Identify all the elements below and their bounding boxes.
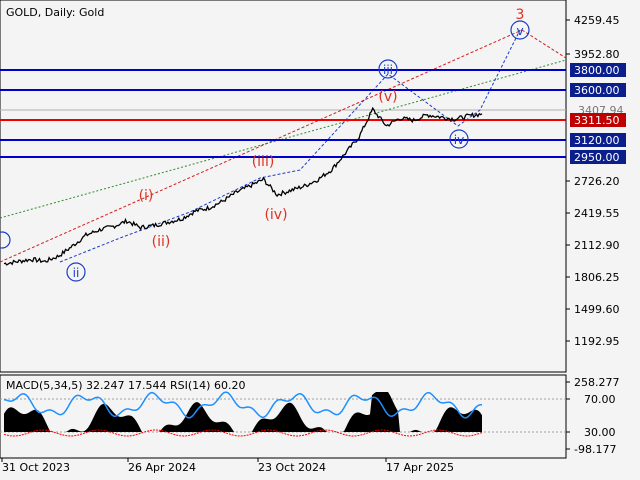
wave-circle-iv <box>449 129 469 149</box>
level-label-bg-3120 <box>570 133 626 147</box>
price-axis: 4259.45 3952.80 2726.20 2419.55 2112.90 … <box>566 14 620 348</box>
y-tick-2112: 2112.90 <box>574 239 620 252</box>
wave-label-iii: (iii) <box>252 154 275 170</box>
wave-label-v: (v) <box>378 89 397 105</box>
x-tick-oct2024: 23 Oct 2024 <box>258 461 326 474</box>
wave-label-ii: (ii) <box>152 234 171 250</box>
wave-label-3: 3 <box>516 7 525 23</box>
ind-tick-258: 258.277 <box>574 376 620 389</box>
chart-title: GOLD, Daily: Gold <box>6 6 104 19</box>
indicator-label: MACD(5,34,5) 32.247 17.544 RSI(14) 60.20 <box>6 379 245 392</box>
level-labels: 3800.00 3600.00 3407.94 3311.50 3120.00 … <box>570 63 626 164</box>
wave-circle-v <box>510 20 530 40</box>
main-pane <box>0 0 567 373</box>
level-label-bg-3311 <box>570 113 626 127</box>
level-label-3800: 3800.00 <box>574 64 620 77</box>
y-tick-3952: 3952.80 <box>574 48 620 61</box>
ind-tick-70: 70.00 <box>584 393 616 406</box>
wave-label-blue-iii: iii <box>383 63 393 77</box>
y-tick-1192: 1192.95 <box>574 335 620 348</box>
level-label-3600: 3600.00 <box>574 84 620 97</box>
wave-circle-iii <box>378 59 398 79</box>
wave-labels: (i) (ii) (iii) (iv) (v) 3 ii iii iv v <box>0 7 530 282</box>
level-label-bg-3800 <box>570 63 626 77</box>
macd-histogram <box>4 392 482 432</box>
ind-tick-neg98: -98.177 <box>574 443 616 456</box>
price-series <box>3 106 483 266</box>
level-label-3120: 3120.00 <box>574 134 620 147</box>
ind-tick-30: 30.00 <box>584 426 616 439</box>
x-tick-apr2024: 26 Apr 2024 <box>128 461 196 474</box>
macd-signal-line <box>3 429 483 437</box>
level-label-bg-3600 <box>570 83 626 97</box>
trend-line-red <box>0 29 523 263</box>
y-tick-1806: 1806.25 <box>574 271 620 284</box>
indicator-axis: 258.277 70.00 30.00 -98.177 <box>566 376 620 456</box>
level-label-2950: 2950.00 <box>574 151 620 164</box>
wave-label-i: (i) <box>139 188 154 204</box>
y-tick-2419: 2419.55 <box>574 207 620 220</box>
x-tick-oct2023: 31 Oct 2023 <box>2 461 70 474</box>
wave-label-blue-iv: iv <box>454 133 464 147</box>
wave-circle-ii <box>66 262 86 282</box>
time-axis: 31 Oct 2023 26 Apr 2024 23 Oct 2024 17 A… <box>1 458 454 474</box>
y-tick-4259: 4259.45 <box>574 14 620 27</box>
wave-label-blue-ii: ii <box>73 266 80 280</box>
y-tick-2726: 2726.20 <box>574 175 620 188</box>
wave-label-iv: (iv) <box>264 207 287 223</box>
trend-line-red-down <box>521 29 567 59</box>
level-label-3311: 3311.50 <box>574 114 620 127</box>
wave-circle-partial <box>0 231 11 249</box>
x-tick-apr2025: 17 Apr 2025 <box>386 461 454 474</box>
wave-label-blue-v: v <box>516 24 523 38</box>
wave-path-blue <box>59 29 521 263</box>
level-label-bg-2950 <box>570 150 626 164</box>
rsi-line <box>3 391 483 419</box>
y-tick-1499: 1499.60 <box>574 303 620 316</box>
